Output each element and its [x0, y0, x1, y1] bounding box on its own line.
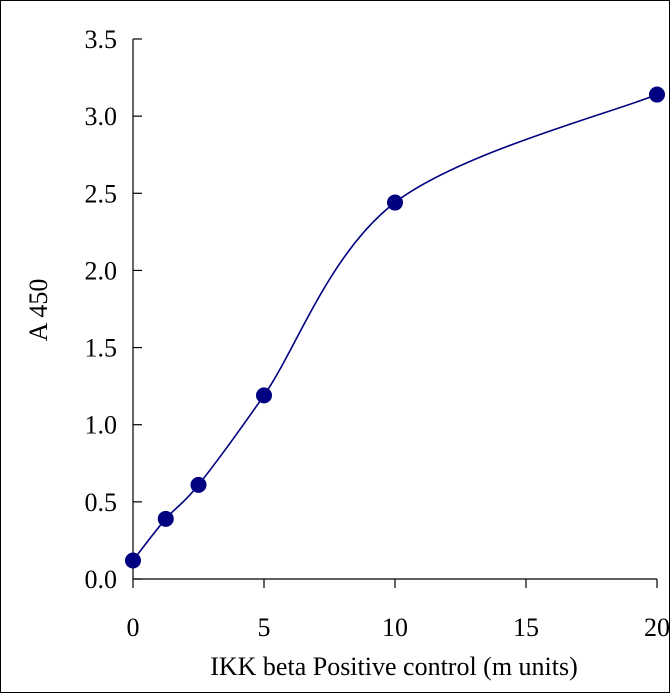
y-tick-label: 2.0	[85, 256, 118, 285]
y-tick-label: 2.5	[85, 179, 118, 208]
y-tick-label: 1.5	[85, 334, 118, 363]
y-tick-label: 3.0	[85, 102, 118, 131]
tick-labels: 0.0 0.5 1.0 1.5 2.0 2.5 3.0 3.5 0 5 10 15 20	[85, 25, 670, 642]
x-axis-title: IKK beta Positive control (m units)	[210, 652, 578, 681]
series	[125, 86, 665, 569]
x-tick-label: 20	[644, 613, 669, 642]
x-tick-label: 15	[513, 613, 539, 642]
data-point	[125, 552, 141, 569]
x-tick-label: 0	[127, 613, 140, 642]
data-point	[157, 510, 174, 527]
y-axis-title: A 450	[24, 279, 53, 342]
axes	[132, 38, 658, 588]
x-tick-label: 5	[258, 613, 271, 642]
y-tick-label: 0.0	[85, 565, 118, 594]
y-tick-label: 0.5	[85, 488, 118, 517]
data-point	[649, 86, 665, 103]
data-point	[256, 387, 272, 404]
data-point	[387, 194, 403, 211]
y-tick-label: 1.0	[85, 411, 118, 440]
x-tick-label: 10	[382, 613, 408, 642]
series-line	[132, 93, 658, 561]
y-tick-label: 3.5	[85, 25, 118, 54]
data-point	[190, 476, 207, 493]
